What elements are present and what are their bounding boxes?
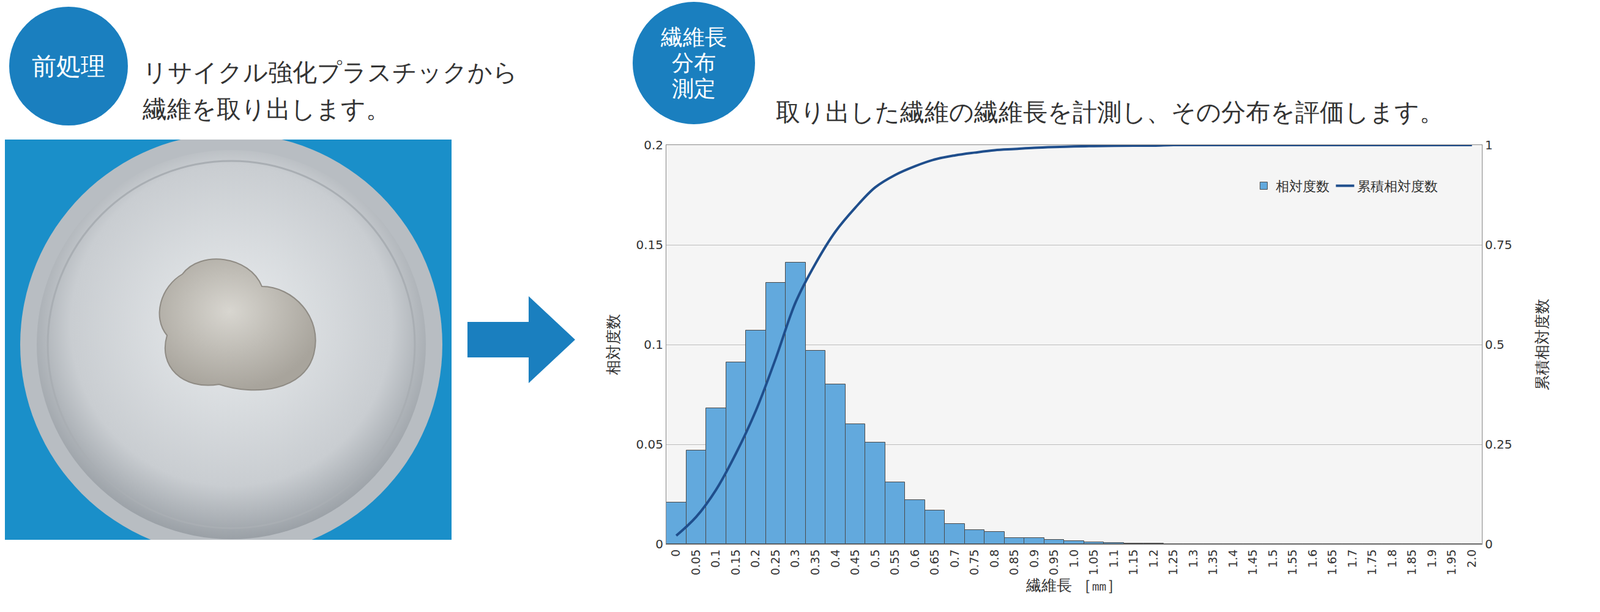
svg-text:相対度数: 相対度数 [1275, 178, 1330, 194]
svg-text:0.35: 0.35 [808, 549, 822, 576]
svg-text:2.0: 2.0 [1464, 549, 1479, 568]
svg-text:1: 1 [1484, 137, 1493, 153]
svg-text:0.3: 0.3 [788, 549, 803, 568]
html-text:リサイクル強化プラスチックから: リサイクル強化プラスチックから [142, 58, 518, 87]
svg-text:0: 0 [1484, 536, 1493, 552]
svg-text:1.45: 1.45 [1245, 549, 1260, 576]
svg-text:0.55: 0.55 [887, 549, 902, 576]
svg-text:0.2: 0.2 [643, 137, 664, 153]
svg-text:0.6: 0.6 [907, 549, 922, 568]
svg-text:0.9: 0.9 [1027, 549, 1041, 568]
html-text:測定: 測定 [671, 75, 716, 101]
svg-text:0.75: 0.75 [1484, 237, 1513, 253]
svg-text:0.05: 0.05 [635, 436, 664, 452]
svg-text:0.65: 0.65 [927, 549, 942, 576]
svg-text:1.15: 1.15 [1126, 549, 1140, 576]
svg-text:0.4: 0.4 [828, 549, 842, 568]
svg-text:1.9: 1.9 [1425, 549, 1439, 568]
svg-text:1.0: 1.0 [1067, 549, 1081, 568]
svg-text:0.8: 0.8 [987, 549, 1001, 568]
svg-text:繊維長 ［㎜］: 繊維長 ［㎜］ [1025, 576, 1123, 595]
svg-text:累積相対度数: 累積相対度数 [1533, 298, 1552, 391]
svg-text:0.85: 0.85 [1007, 549, 1021, 576]
svg-text:1.55: 1.55 [1285, 549, 1299, 576]
svg-text:0.15: 0.15 [728, 549, 743, 576]
html-text:分布: 分布 [671, 50, 716, 76]
svg-text:1.4: 1.4 [1226, 549, 1240, 568]
svg-text:0.45: 0.45 [848, 549, 862, 576]
svg-text:1.1: 1.1 [1106, 549, 1121, 568]
svg-text:1.7: 1.7 [1345, 549, 1359, 568]
svg-text:1.05: 1.05 [1086, 549, 1101, 576]
svg-text:1.85: 1.85 [1404, 549, 1419, 576]
svg-text:0.25: 0.25 [1484, 436, 1513, 452]
svg-text:0.1: 0.1 [643, 337, 664, 352]
svg-text:1.8: 1.8 [1385, 549, 1399, 568]
svg-text:1.2: 1.2 [1146, 549, 1161, 568]
svg-text:1.25: 1.25 [1166, 549, 1180, 576]
svg-text:1.95: 1.95 [1444, 549, 1459, 576]
svg-text:0: 0 [668, 549, 683, 557]
svg-text:1.3: 1.3 [1186, 549, 1200, 568]
svg-text:0.7: 0.7 [947, 549, 962, 568]
svg-text:0.5: 0.5 [1484, 337, 1505, 352]
svg-text:1.6: 1.6 [1305, 549, 1320, 568]
svg-text:0.05: 0.05 [688, 549, 703, 576]
html-text:前処理: 前処理 [31, 52, 106, 81]
svg-text:0.75: 0.75 [967, 549, 981, 576]
html-text:繊維を取り出します。: 繊維を取り出します。 [142, 94, 391, 123]
svg-text:0.2: 0.2 [748, 549, 762, 568]
svg-text:1.65: 1.65 [1325, 549, 1339, 576]
svg-text:0.25: 0.25 [768, 549, 782, 576]
svg-text:累積相対度数: 累積相対度数 [1357, 178, 1438, 194]
svg-text:0.95: 0.95 [1046, 549, 1061, 576]
html-text:繊維長: 繊維長 [660, 24, 727, 50]
svg-text:0: 0 [655, 536, 664, 552]
svg-text:1.75: 1.75 [1365, 549, 1379, 576]
html-text:取り出した繊維の繊維長を計測し、その分布を評価します。: 取り出した繊維の繊維長を計測し、その分布を評価します。 [775, 97, 1444, 127]
svg-text:0.15: 0.15 [635, 237, 664, 253]
svg-text:0.1: 0.1 [708, 549, 722, 568]
svg-text:1.35: 1.35 [1205, 549, 1220, 576]
svg-text:0.5: 0.5 [868, 549, 882, 568]
svg-text:1.5: 1.5 [1265, 549, 1280, 568]
svg-text:相対度数: 相対度数 [604, 313, 623, 376]
